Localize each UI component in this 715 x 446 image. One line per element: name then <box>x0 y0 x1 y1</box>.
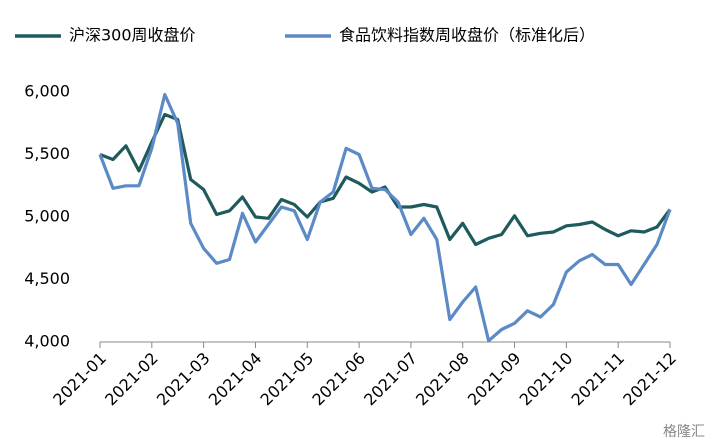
x-tick-label: 2021-10 <box>516 349 577 410</box>
y-tick-label: 4,500 <box>24 269 70 288</box>
x-tick-label: 2021-07 <box>360 349 421 410</box>
x-tick-label: 2021-04 <box>205 349 266 410</box>
x-tick-label: 2021-01 <box>49 349 110 410</box>
x-tick-label: 2021-11 <box>567 349 628 410</box>
y-tick-label: 5,000 <box>24 207 70 226</box>
series-line <box>99 112 672 247</box>
legend-label: 沪深300周收盘价 <box>69 26 196 45</box>
x-tick-label: 2021-02 <box>101 349 162 410</box>
x-tick-label: 2021-03 <box>153 349 214 410</box>
x-tick-label: 2021-08 <box>412 349 473 410</box>
watermark: 格隆汇 <box>663 424 705 440</box>
x-tick-label: 2021-09 <box>464 349 525 410</box>
x-tick-label: 2021-12 <box>619 349 680 410</box>
legend-label: 食品饮料指数周收盘价（标准化后） <box>339 26 595 45</box>
x-tick-label: 2021-06 <box>308 349 369 410</box>
y-tick-label: 4,000 <box>24 332 70 351</box>
x-tick-label: 2021-05 <box>257 349 318 410</box>
y-tick-label: 6,000 <box>24 82 70 101</box>
y-tick-label: 5,500 <box>24 144 70 163</box>
series-line <box>98 92 672 343</box>
